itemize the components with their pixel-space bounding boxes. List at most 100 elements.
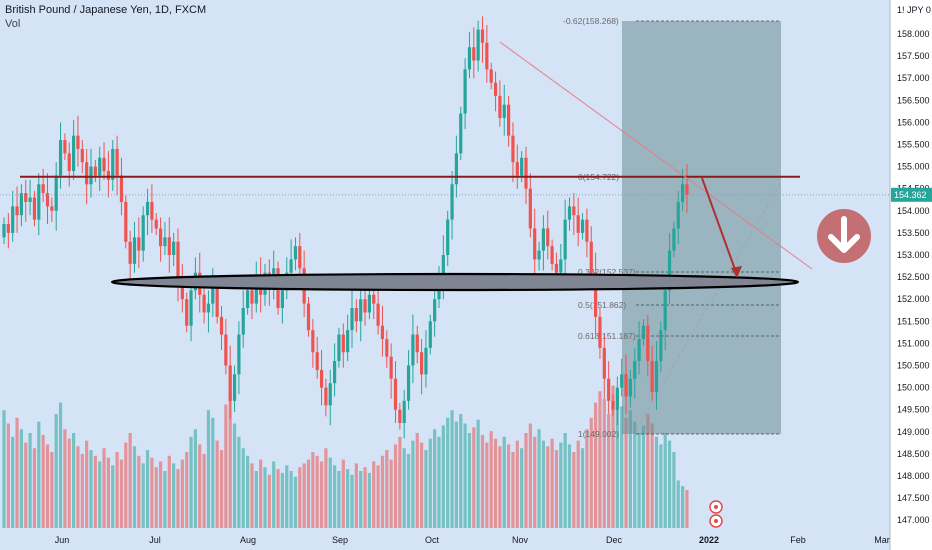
candle-body xyxy=(306,303,311,331)
candle-body xyxy=(54,175,58,211)
volume-bar xyxy=(580,448,585,528)
volume-bar xyxy=(541,440,545,528)
volume-bar xyxy=(372,461,376,528)
candle-body xyxy=(219,316,224,335)
volume-bar xyxy=(641,425,646,528)
candle-body xyxy=(228,365,232,401)
price-tick-label: 154.000 xyxy=(897,206,930,216)
volume-bar xyxy=(185,452,189,528)
volume-bar xyxy=(637,433,641,528)
candle-body xyxy=(550,246,554,264)
price-tick-label: 155.000 xyxy=(897,162,930,172)
volume-bar xyxy=(550,438,554,528)
time-tick-label: Jun xyxy=(55,535,70,545)
candle-body xyxy=(24,193,28,202)
volume-bar xyxy=(154,467,158,528)
volume-bar xyxy=(2,410,6,528)
price-tick-label: 148.500 xyxy=(897,449,930,459)
price-tick-label: 156.000 xyxy=(897,117,930,127)
candle-body xyxy=(132,237,137,264)
candle-body xyxy=(154,219,158,229)
candle-body xyxy=(202,294,206,313)
volume-bar xyxy=(228,391,232,528)
candle-body xyxy=(393,378,398,410)
candle-body xyxy=(102,157,106,172)
candle-body xyxy=(415,334,419,353)
volume-bar xyxy=(594,402,598,528)
volume-bar xyxy=(280,472,284,528)
volume-bar xyxy=(415,433,419,528)
candle-body xyxy=(650,361,654,393)
volume-bar xyxy=(420,442,424,528)
price-tick-label: 148.000 xyxy=(897,471,930,481)
candle-body xyxy=(37,184,41,220)
volume-bar xyxy=(585,429,589,528)
volume-bar xyxy=(507,444,511,528)
candle-body xyxy=(685,184,689,195)
time-tick-label: 2022 xyxy=(699,535,719,545)
candle-body xyxy=(615,387,619,410)
candle-body xyxy=(676,201,680,229)
candle-body xyxy=(6,224,10,233)
candle-body xyxy=(19,193,23,216)
candle-body xyxy=(185,299,189,326)
volume-bar xyxy=(424,450,428,528)
volume-bar xyxy=(350,474,354,528)
volume-bar xyxy=(72,433,76,528)
candle-body xyxy=(137,237,141,251)
price-tick-label: 151.000 xyxy=(897,338,930,348)
volume-bar xyxy=(376,465,380,528)
candle-body xyxy=(406,365,411,401)
candle-body xyxy=(176,241,180,282)
candle-body xyxy=(32,197,37,220)
candle-body xyxy=(485,42,489,70)
volume-bar xyxy=(11,436,15,528)
volume-bar xyxy=(128,433,132,528)
candle-body xyxy=(346,330,350,353)
volume-bar xyxy=(145,450,150,528)
candle-body xyxy=(528,188,532,229)
price-tick-label: 152.000 xyxy=(897,294,930,304)
volume-bar xyxy=(32,448,37,528)
volume-bar xyxy=(567,444,572,528)
volume-bar xyxy=(359,471,363,528)
down-arrow-glyph xyxy=(828,216,860,253)
volume-bar xyxy=(167,455,171,528)
volume-bar xyxy=(206,410,211,528)
fib-level-label: 0.618(151.187) xyxy=(578,331,636,341)
candle-body xyxy=(341,334,345,353)
candle-body xyxy=(580,219,585,233)
candle-body xyxy=(367,294,371,313)
candle-body xyxy=(111,148,115,180)
volume-bar xyxy=(602,398,606,528)
candle-body xyxy=(398,409,402,423)
candle-body xyxy=(224,334,228,366)
fib-level-label: 0.382(152.537) xyxy=(578,267,636,277)
volume-bar xyxy=(659,444,663,528)
candle-body xyxy=(524,157,528,189)
volume-bar xyxy=(515,440,519,528)
volume-bar xyxy=(319,461,324,528)
volume-bar xyxy=(380,455,385,528)
volume-bar xyxy=(41,434,45,528)
volume-bar xyxy=(537,429,541,528)
candle-body xyxy=(611,400,615,410)
price-tick-label: 155.500 xyxy=(897,140,930,150)
candle-body xyxy=(241,308,245,335)
volume-bar xyxy=(80,453,84,528)
volume-bar xyxy=(219,450,224,528)
candle-body xyxy=(237,334,241,375)
volume-bar xyxy=(150,457,154,528)
candle-body xyxy=(672,228,676,251)
volume-bar xyxy=(676,480,680,528)
volume-bar xyxy=(311,452,315,528)
candle-body xyxy=(507,104,511,136)
candle-body xyxy=(215,285,219,317)
candle-body xyxy=(624,374,628,397)
volume-bar xyxy=(141,463,145,528)
volume-bar xyxy=(685,490,689,528)
candle-body xyxy=(76,135,80,149)
candle-body xyxy=(559,259,563,273)
volume-bar xyxy=(202,453,206,528)
